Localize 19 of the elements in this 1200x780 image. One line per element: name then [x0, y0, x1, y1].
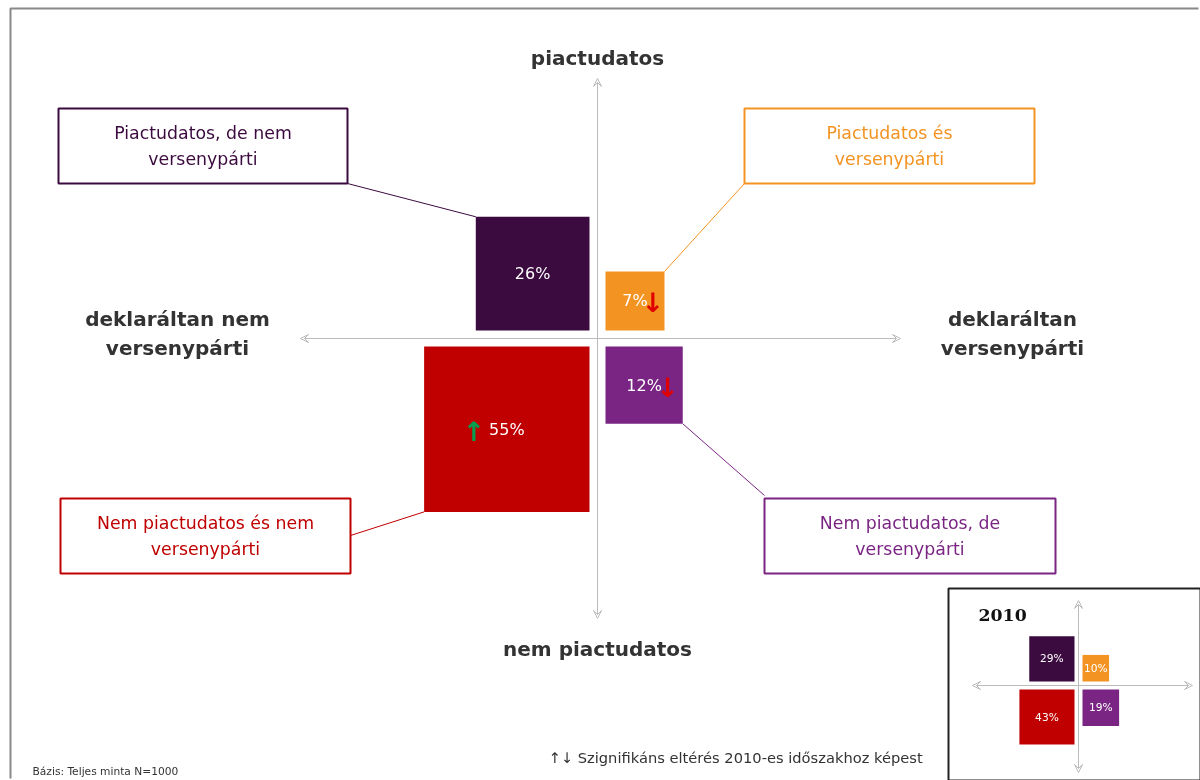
category-label: Nem piactudatos, de versenypárti — [819, 513, 1001, 559]
text: deklaráltan nem versenypárti — [85, 307, 270, 360]
data-label: 29% — [1040, 652, 1064, 666]
data-label: 10% — [1083, 661, 1108, 675]
data-label: 7% — [622, 291, 648, 311]
data-label: 55% — [489, 419, 525, 439]
category-label: Nem piactudatos és nem versenypárti — [96, 513, 315, 559]
text: piactudatos — [530, 45, 665, 70]
text: ↑ — [462, 415, 485, 447]
category-label: Piactudatos, de nem versenypárti — [114, 123, 292, 169]
text: 2010 — [978, 604, 1027, 625]
data-label: 26% — [514, 264, 551, 284]
text: nem piactudatos — [503, 636, 692, 661]
category-label: Piactudatos és versenypárti — [826, 123, 953, 169]
text: Bázis: Teljes minta N=1000 — [32, 765, 179, 778]
data-label: 43% — [1035, 710, 1059, 724]
text: ↑↓ Szignifikáns eltérés 2010-es időszakhoz képest — [548, 749, 923, 766]
text: deklaráltan versenypárti — [940, 307, 1085, 360]
data-label: 19% — [1088, 701, 1113, 715]
